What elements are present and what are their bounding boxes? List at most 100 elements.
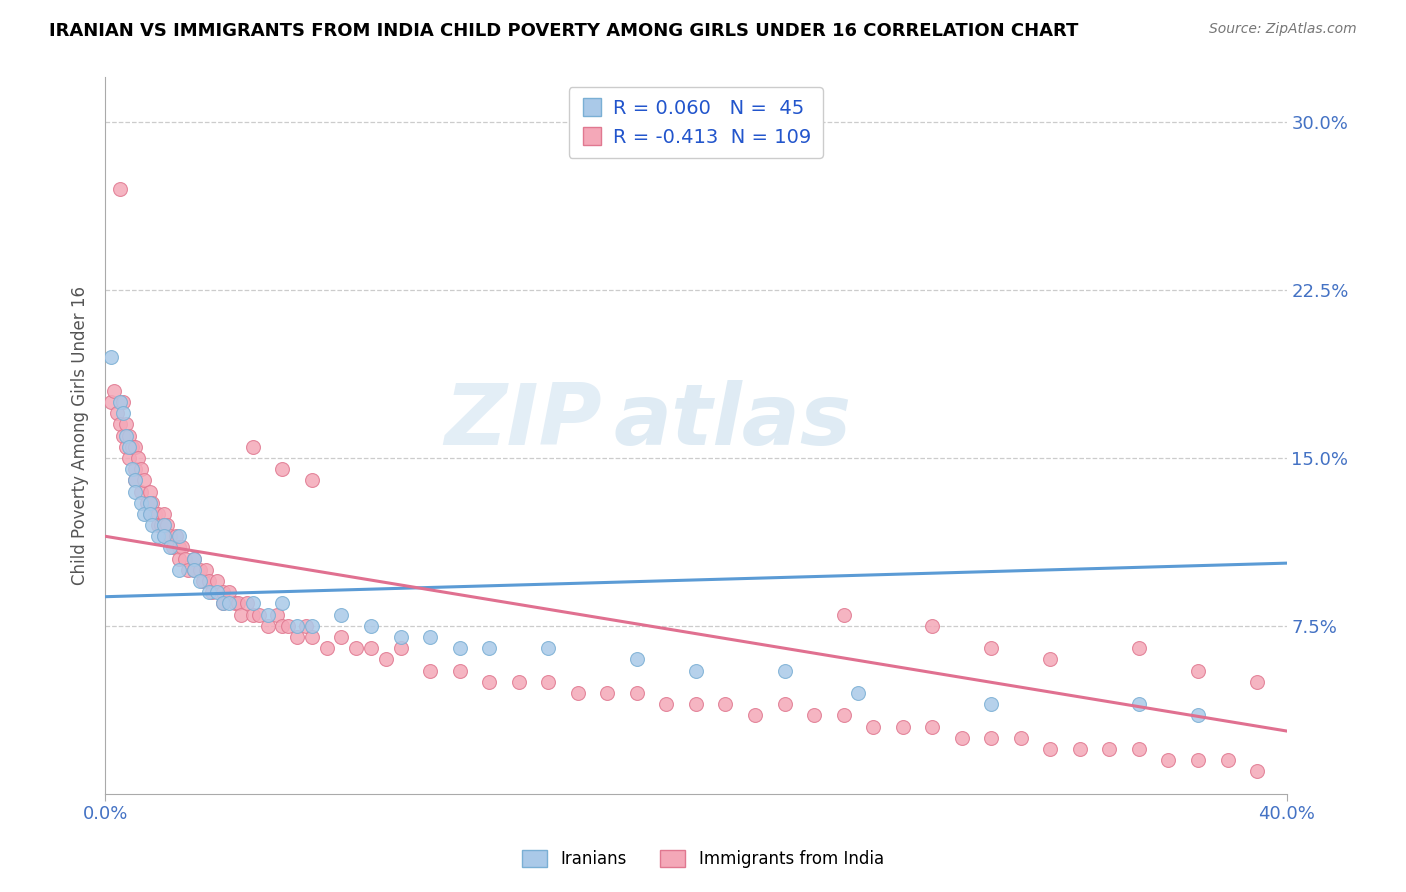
Point bbox=[167, 541, 190, 555]
Point bbox=[242, 607, 264, 622]
Point bbox=[212, 585, 235, 599]
Point bbox=[419, 630, 441, 644]
Point bbox=[567, 686, 589, 700]
Point bbox=[127, 450, 149, 465]
Point bbox=[1128, 742, 1150, 756]
Point bbox=[111, 428, 134, 442]
Point bbox=[224, 596, 246, 610]
Point bbox=[1187, 753, 1209, 767]
Point bbox=[389, 641, 412, 656]
Point bbox=[108, 182, 131, 196]
Point bbox=[129, 496, 152, 510]
Point bbox=[419, 664, 441, 678]
Point bbox=[100, 350, 122, 364]
Point bbox=[183, 563, 205, 577]
Point bbox=[226, 596, 249, 610]
Point bbox=[921, 719, 943, 733]
Point bbox=[271, 462, 294, 476]
Point bbox=[1039, 652, 1062, 666]
Point bbox=[197, 585, 219, 599]
Point bbox=[197, 574, 219, 588]
Point bbox=[537, 674, 560, 689]
Point bbox=[218, 596, 240, 610]
Point bbox=[744, 708, 766, 723]
Point bbox=[148, 529, 170, 543]
Point bbox=[153, 529, 176, 543]
Point bbox=[773, 697, 796, 711]
Point bbox=[596, 686, 619, 700]
Point bbox=[242, 440, 264, 454]
Point bbox=[1128, 697, 1150, 711]
Point bbox=[330, 607, 353, 622]
Legend: R = 0.060   N =  45, R = -0.413  N = 109: R = 0.060 N = 45, R = -0.413 N = 109 bbox=[568, 87, 824, 158]
Point bbox=[330, 630, 353, 644]
Point bbox=[266, 607, 288, 622]
Text: IRANIAN VS IMMIGRANTS FROM INDIA CHILD POVERTY AMONG GIRLS UNDER 16 CORRELATION : IRANIAN VS IMMIGRANTS FROM INDIA CHILD P… bbox=[49, 22, 1078, 40]
Point bbox=[212, 596, 235, 610]
Point bbox=[374, 652, 396, 666]
Point bbox=[191, 574, 214, 588]
Point bbox=[626, 652, 648, 666]
Point bbox=[301, 473, 323, 487]
Point bbox=[980, 641, 1002, 656]
Point bbox=[295, 619, 318, 633]
Point bbox=[162, 541, 184, 555]
Point bbox=[1128, 641, 1150, 656]
Point bbox=[183, 551, 205, 566]
Point bbox=[100, 395, 122, 409]
Point bbox=[277, 619, 299, 633]
Point bbox=[832, 607, 855, 622]
Point bbox=[188, 563, 211, 577]
Point bbox=[159, 529, 181, 543]
Point bbox=[132, 507, 155, 521]
Point bbox=[832, 708, 855, 723]
Point bbox=[921, 619, 943, 633]
Point bbox=[1216, 753, 1239, 767]
Text: atlas: atlas bbox=[613, 380, 851, 463]
Point bbox=[212, 596, 235, 610]
Point bbox=[200, 585, 222, 599]
Point bbox=[141, 496, 163, 510]
Point bbox=[229, 607, 252, 622]
Point bbox=[170, 541, 193, 555]
Point bbox=[129, 462, 152, 476]
Point bbox=[159, 541, 181, 555]
Point bbox=[105, 406, 128, 420]
Point bbox=[846, 686, 869, 700]
Point bbox=[167, 563, 190, 577]
Legend: Iranians, Immigrants from India: Iranians, Immigrants from India bbox=[516, 843, 890, 875]
Point bbox=[174, 551, 197, 566]
Point bbox=[108, 395, 131, 409]
Point bbox=[124, 440, 146, 454]
Point bbox=[360, 641, 382, 656]
Point bbox=[167, 551, 190, 566]
Point bbox=[1098, 742, 1121, 756]
Point bbox=[165, 529, 187, 543]
Point bbox=[153, 518, 176, 533]
Point bbox=[236, 596, 259, 610]
Point bbox=[207, 585, 229, 599]
Point bbox=[247, 607, 270, 622]
Point bbox=[537, 641, 560, 656]
Point bbox=[449, 664, 471, 678]
Point bbox=[218, 585, 240, 599]
Point bbox=[115, 417, 138, 432]
Point bbox=[148, 518, 170, 533]
Point bbox=[389, 630, 412, 644]
Point bbox=[655, 697, 678, 711]
Point bbox=[150, 518, 173, 533]
Point bbox=[111, 406, 134, 420]
Point bbox=[508, 674, 530, 689]
Point bbox=[344, 641, 367, 656]
Point bbox=[803, 708, 825, 723]
Point bbox=[153, 507, 176, 521]
Point bbox=[301, 619, 323, 633]
Point bbox=[138, 496, 160, 510]
Point bbox=[256, 619, 278, 633]
Point bbox=[1157, 753, 1180, 767]
Point bbox=[271, 596, 294, 610]
Point bbox=[478, 641, 501, 656]
Y-axis label: Child Poverty Among Girls Under 16: Child Poverty Among Girls Under 16 bbox=[72, 286, 89, 585]
Point bbox=[1187, 708, 1209, 723]
Point bbox=[1246, 674, 1268, 689]
